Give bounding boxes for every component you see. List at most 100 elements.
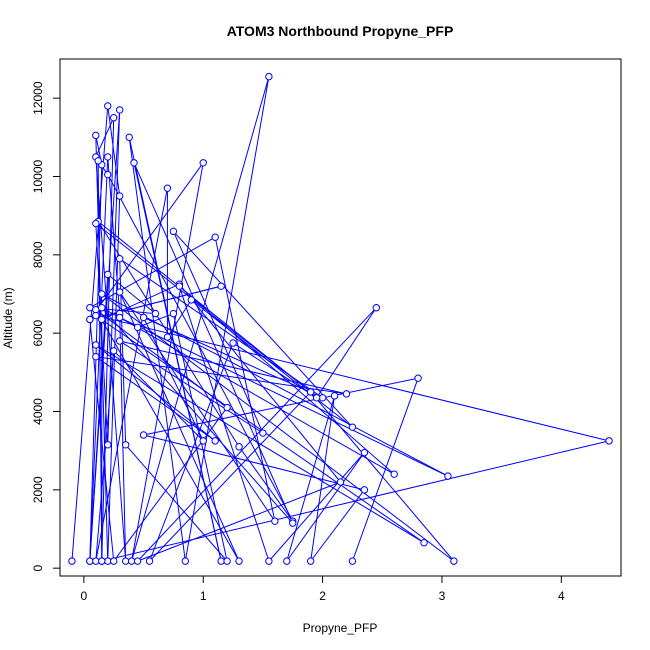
series-line-segment: [310, 395, 336, 562]
data-point: [127, 557, 136, 565]
series-line-segment: [107, 274, 156, 314]
data-point: [86, 315, 94, 324]
data-point: [605, 437, 613, 445]
series-line-segment: [131, 162, 204, 562]
series-points: [68, 72, 613, 565]
data-point: [110, 557, 118, 565]
data-point: [104, 170, 112, 179]
data-point: [211, 233, 219, 241]
data-point: [115, 255, 124, 263]
x-tick-label: 0: [81, 589, 88, 603]
series-line-segment: [101, 293, 455, 562]
data-point: [115, 313, 124, 322]
data-point: [92, 131, 100, 140]
series-line-segment: [286, 395, 336, 562]
x-tick-label: 3: [439, 589, 446, 603]
data-point: [98, 290, 106, 298]
y-axis: 0 2000 4000 6000 8000 10000 12000: [31, 81, 61, 572]
data-point: [199, 159, 207, 167]
series-line-segment: [316, 307, 377, 399]
data-point: [223, 403, 231, 412]
y-tick-label: 4000: [31, 398, 45, 425]
series-line: [71, 76, 610, 562]
data-point: [306, 388, 315, 396]
y-tick-label: 10000: [31, 159, 45, 193]
data-point: [187, 296, 195, 304]
series-line-segment: [95, 117, 115, 158]
y-axis-label: Altitude (m): [1, 287, 15, 348]
series-line-segment: [143, 317, 323, 399]
series-line-segment: [95, 315, 425, 544]
series-line-segment: [95, 350, 115, 562]
series-line-segment: [310, 489, 365, 562]
series-line-segment: [143, 377, 419, 436]
data-point: [450, 557, 458, 565]
data-point: [348, 557, 357, 565]
data-point: [98, 557, 106, 565]
data-point: [414, 374, 422, 382]
data-point: [139, 431, 148, 439]
data-point: [271, 517, 279, 525]
series-line-segment: [119, 317, 395, 475]
series-line-segment: [190, 299, 353, 428]
data-point: [145, 557, 154, 565]
data-point: [115, 337, 124, 345]
series-line-segment: [89, 162, 204, 320]
y-tick-label: 0: [31, 565, 45, 572]
series-line-segment: [89, 285, 222, 320]
series-line-segment: [89, 236, 216, 309]
data-point: [104, 102, 112, 110]
data-point: [94, 157, 102, 165]
series-line-segment: [119, 291, 240, 562]
series-line-segment: [131, 76, 270, 562]
series-line-segment: [101, 117, 115, 562]
data-point: [133, 557, 142, 565]
series-line-segment: [107, 196, 121, 562]
x-axis: 0 1 2 3 4: [81, 575, 565, 603]
y-tick-label: 8000: [31, 241, 45, 268]
series-line-segment: [107, 156, 121, 314]
data-point: [342, 390, 351, 398]
series-line-segment: [286, 452, 365, 562]
series-line-segment: [351, 378, 419, 562]
x-tick-label: 4: [558, 589, 565, 603]
x-tick-label: 2: [319, 589, 326, 603]
series-line-segment: [128, 137, 186, 562]
data-point: [115, 288, 124, 296]
data-point: [104, 270, 112, 279]
data-point: [115, 192, 124, 200]
series-line-segment: [119, 313, 127, 562]
data-point: [175, 282, 184, 290]
series-line-segment: [107, 174, 294, 522]
data-point: [104, 441, 112, 449]
data-point: [444, 472, 452, 480]
data-point: [151, 309, 160, 318]
y-tick-label: 2000: [31, 476, 45, 503]
data-point: [217, 557, 225, 565]
series-line-segment: [178, 286, 270, 562]
y-tick-label: 12000: [31, 81, 45, 115]
data-point: [98, 304, 106, 312]
y-tick-label: 6000: [31, 319, 45, 346]
series-line-segment: [95, 344, 216, 442]
data-point: [92, 352, 100, 361]
data-point: [92, 341, 100, 349]
series-line-segment: [167, 299, 192, 338]
data-point: [139, 313, 148, 322]
series-line-segment: [97, 221, 311, 393]
series-line-segment: [137, 481, 341, 562]
series-line-segment: [95, 344, 425, 544]
data-point: [235, 557, 243, 565]
data-point: [223, 557, 231, 565]
series-line-segment: [119, 340, 347, 395]
series-line-segment: [89, 164, 103, 562]
data-point: [125, 133, 133, 142]
data-point: [110, 347, 118, 355]
data-point: [259, 429, 267, 437]
series-line-segment: [119, 340, 264, 434]
series-line-segment: [143, 434, 365, 491]
x-axis-label: Propyne_PFP: [303, 621, 378, 635]
data-point: [235, 443, 243, 451]
data-point: [283, 557, 291, 565]
